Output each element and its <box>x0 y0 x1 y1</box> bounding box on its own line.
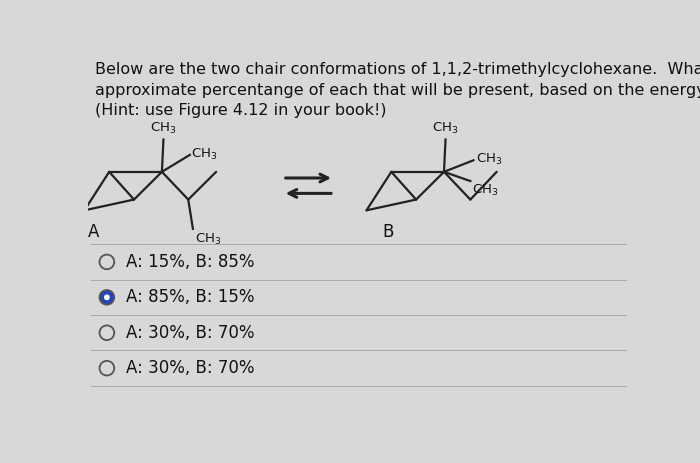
Text: (Hint: use Figure 4.12 in your book!): (Hint: use Figure 4.12 in your book!) <box>95 103 386 119</box>
Text: A: 30%, B: 70%: A: 30%, B: 70% <box>126 324 255 342</box>
Text: approximate percentange of each that will be present, based on the energy differ: approximate percentange of each that wil… <box>95 82 700 98</box>
Text: Below are the two chair conformations of 1,1,2-trimethylcyclohexane.  What is th: Below are the two chair conformations of… <box>95 62 700 77</box>
Text: A: 15%, B: 85%: A: 15%, B: 85% <box>126 253 255 271</box>
Text: CH$_3$: CH$_3$ <box>150 121 176 137</box>
Circle shape <box>104 294 110 300</box>
Text: CH$_3$: CH$_3$ <box>195 232 222 247</box>
Text: CH$_3$: CH$_3$ <box>472 183 498 199</box>
Text: A: 30%, B: 70%: A: 30%, B: 70% <box>126 359 255 377</box>
Text: A: 85%, B: 15%: A: 85%, B: 15% <box>126 288 255 307</box>
Text: CH$_3$: CH$_3$ <box>433 121 459 137</box>
Text: CH$_3$: CH$_3$ <box>476 152 502 167</box>
Text: A: A <box>88 223 99 241</box>
Text: CH$_3$: CH$_3$ <box>191 147 218 162</box>
Text: B: B <box>382 223 394 241</box>
Circle shape <box>99 290 114 305</box>
